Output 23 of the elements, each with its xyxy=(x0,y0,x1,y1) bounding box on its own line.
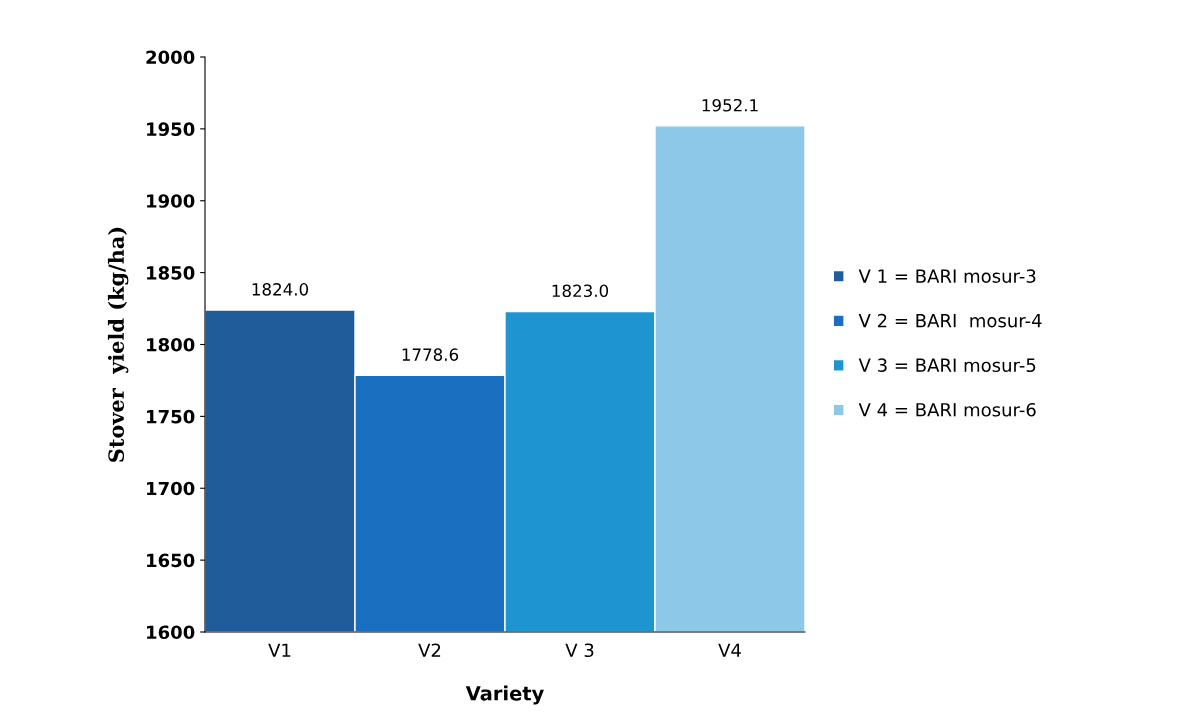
x-tick-label: V4 xyxy=(718,643,741,657)
x-tick-label: V1 xyxy=(268,643,291,657)
x-tick-label: V2 xyxy=(418,643,441,657)
x-axis-title: Variety xyxy=(465,685,544,705)
x-tick-label: V 3 xyxy=(565,643,594,658)
legend-label: V 1 = BARI mosur-3 xyxy=(858,269,1036,283)
data-label: 1952.1 xyxy=(702,98,758,112)
y-tick-label: 1800 xyxy=(147,337,195,352)
y-axis-title: Stover yield (kg/ha) xyxy=(107,227,129,462)
y-tick-label: 1900 xyxy=(147,194,195,208)
y-tick-label: 1750 xyxy=(147,409,195,424)
y-tick-label: 1650 xyxy=(147,553,195,568)
data-label: 1823.0 xyxy=(552,284,609,298)
y-tick-label: 1950 xyxy=(147,122,195,136)
legend-label: V 3 = BARI mosur-5 xyxy=(858,358,1036,373)
y-tick-label: 2000 xyxy=(146,50,195,65)
data-label: 1778.6 xyxy=(402,348,459,361)
y-tick-label: 1700 xyxy=(147,481,195,496)
legend-label: V 2 = BARI mosur-4 xyxy=(858,313,1042,328)
y-tick-label: 1600 xyxy=(147,625,195,640)
y-tick-label: 1850 xyxy=(147,266,195,280)
legend-label: V 4 = BARI mosur-6 xyxy=(858,402,1036,417)
data-label: 1824.0 xyxy=(252,283,309,296)
